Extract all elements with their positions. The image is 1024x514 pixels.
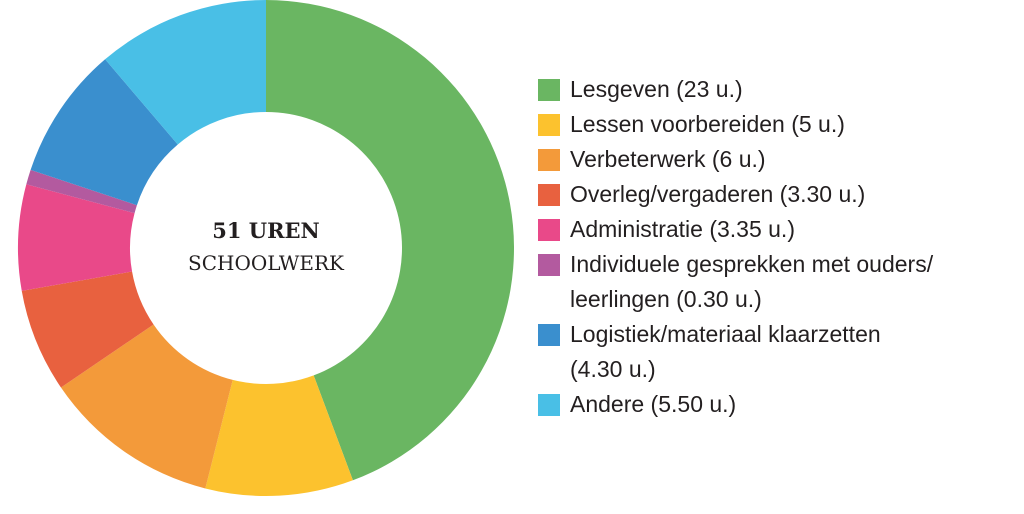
legend-swatch bbox=[538, 254, 560, 276]
legend-label: Individuele gesprekken met ouders/ bbox=[570, 251, 934, 277]
donut-slice bbox=[30, 59, 178, 206]
legend-swatch bbox=[538, 79, 560, 101]
legend-swatch bbox=[538, 324, 560, 346]
donut-slice bbox=[205, 375, 353, 496]
donut-slice bbox=[21, 271, 154, 388]
legend-item: Lessen voorbereiden (5 u.) bbox=[538, 107, 1018, 142]
donut-slice bbox=[17, 184, 135, 291]
legend-label-continued: (4.30 u.) bbox=[570, 356, 656, 382]
legend-label: Andere (5.50 u.) bbox=[570, 391, 737, 417]
legend-swatch bbox=[538, 149, 560, 171]
legend-label: Lesgeven (23 u.) bbox=[570, 76, 743, 102]
legend-swatch bbox=[538, 219, 560, 241]
legend: Lesgeven (23 u.) Lessen voorbereiden (5 … bbox=[538, 72, 1018, 422]
legend-label: Administratie (3.35 u.) bbox=[570, 216, 795, 242]
center-total-label: 51 UREN bbox=[212, 218, 320, 243]
legend-swatch bbox=[538, 394, 560, 416]
legend-item: Verbeterwerk (6 u.) bbox=[538, 142, 1018, 177]
legend-item: Lesgeven (23 u.) bbox=[538, 72, 1018, 107]
donut-slice bbox=[60, 324, 233, 489]
legend-item: Logistiek/materiaal klaarzetten (4.30 u.… bbox=[538, 317, 1018, 387]
donut-slice bbox=[105, 0, 266, 145]
legend-label-continued: leerlingen (0.30 u.) bbox=[570, 286, 762, 312]
legend-label: Overleg/vergaderen (3.30 u.) bbox=[570, 181, 866, 207]
donut-slice bbox=[26, 169, 137, 214]
center-subtitle: SCHOOLWERK bbox=[188, 251, 344, 275]
legend-item: Andere (5.50 u.) bbox=[538, 387, 1018, 422]
legend-item: Administratie (3.35 u.) bbox=[538, 212, 1018, 247]
legend-label: Logistiek/materiaal klaarzetten bbox=[570, 321, 881, 347]
donut-chart bbox=[17, 0, 514, 496]
legend-item: Individuele gesprekken met ouders/ leerl… bbox=[538, 247, 1018, 317]
legend-item: Overleg/vergaderen (3.30 u.) bbox=[538, 177, 1018, 212]
legend-swatch bbox=[538, 114, 560, 136]
donut-slice bbox=[266, 0, 514, 481]
legend-label: Verbeterwerk (6 u.) bbox=[570, 146, 766, 172]
legend-swatch bbox=[538, 184, 560, 206]
legend-label: Lessen voorbereiden (5 u.) bbox=[570, 111, 845, 137]
